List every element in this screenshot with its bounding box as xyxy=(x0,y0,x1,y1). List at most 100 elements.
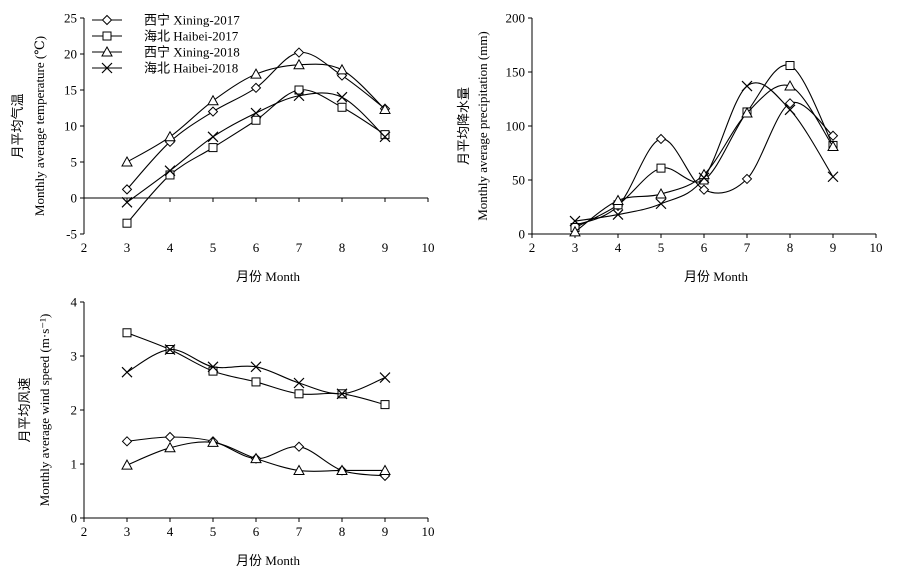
y-tick-label: -5 xyxy=(66,227,77,242)
data-point-square xyxy=(294,85,304,95)
data-point-triangle xyxy=(569,225,581,237)
x-tick-label: 2 xyxy=(529,240,536,255)
data-point-diamond xyxy=(784,98,796,109)
x-tick-label: 10 xyxy=(422,524,435,539)
data-point-diamond xyxy=(121,184,133,195)
x-tick-label: 5 xyxy=(658,240,665,255)
legend-entry-label: 西宁 Xining-2017 xyxy=(144,13,240,28)
data-point-triangle xyxy=(784,80,796,91)
legend-entry-label: 海北 Haibei-2017 xyxy=(144,29,239,44)
data-point-square xyxy=(785,61,795,71)
x-tick-label: 6 xyxy=(253,524,260,539)
data-point-diamond xyxy=(293,47,305,58)
series-diamond xyxy=(121,47,391,195)
data-point-x xyxy=(164,165,176,177)
x-axis-label: 月份 Month xyxy=(236,269,300,284)
data-point-square xyxy=(251,115,261,125)
y-tick-label: 0 xyxy=(71,191,78,206)
y-tick-label: 5 xyxy=(71,155,78,170)
data-point-diamond xyxy=(698,184,710,195)
y-tick-label: 3 xyxy=(71,349,78,364)
data-point-x xyxy=(612,209,624,220)
x-tick-label: 5 xyxy=(210,240,217,255)
y-axis-label-cn: 月平均降水量 xyxy=(456,87,471,165)
data-point-triangle xyxy=(827,140,839,152)
data-point-square xyxy=(208,143,218,153)
data-point-x xyxy=(784,104,796,116)
y-tick-label: 0 xyxy=(519,227,526,242)
series-x xyxy=(121,344,391,400)
data-point-x xyxy=(121,366,133,378)
series-square xyxy=(122,85,390,228)
x-tick-label: 8 xyxy=(787,240,794,255)
data-point-square xyxy=(380,130,390,140)
x-tick-label: 6 xyxy=(253,240,260,255)
data-point-triangle xyxy=(612,194,624,206)
data-point-x xyxy=(698,172,710,184)
data-point-triangle xyxy=(207,436,219,447)
x-tick-label: 9 xyxy=(382,524,389,539)
x-tick-label: 9 xyxy=(382,240,389,255)
data-point-x xyxy=(741,80,753,92)
data-point-triangle xyxy=(250,452,262,464)
data-point-triangle xyxy=(207,94,219,106)
x-tick-label: 3 xyxy=(124,524,131,539)
y-axis-label-en: Monthly average wind speed (m·s⁻¹) xyxy=(37,314,52,507)
data-point-x xyxy=(293,377,305,389)
x-tick-label: 4 xyxy=(167,240,174,255)
y-tick-label: 0 xyxy=(71,511,78,526)
data-point-square xyxy=(122,328,132,338)
data-point-x xyxy=(164,344,176,355)
data-point-triangle xyxy=(121,459,133,470)
x-tick-label: 5 xyxy=(210,524,217,539)
series-square xyxy=(570,61,838,233)
x-tick-label: 2 xyxy=(81,240,88,255)
y-tick-label: 1 xyxy=(71,457,78,472)
y-tick-label: 100 xyxy=(506,119,526,134)
x-tick-label: 7 xyxy=(744,240,751,255)
data-point-x xyxy=(655,198,667,210)
y-tick-label: 4 xyxy=(71,295,78,310)
x-tick-label: 3 xyxy=(572,240,579,255)
y-tick-label: 10 xyxy=(64,119,77,134)
data-point-triangle xyxy=(741,107,753,118)
data-point-x xyxy=(569,215,581,227)
data-point-x xyxy=(207,361,219,373)
x-tick-label: 7 xyxy=(296,524,303,539)
data-point-diamond xyxy=(164,431,176,443)
data-point-diamond xyxy=(207,106,219,117)
data-point-x xyxy=(336,388,348,400)
y-tick-label: 50 xyxy=(512,173,525,188)
data-point-triangle xyxy=(379,464,391,475)
data-point-diamond xyxy=(827,130,839,141)
series-x xyxy=(121,90,391,208)
data-point-x xyxy=(250,361,262,373)
data-point-triangle xyxy=(336,464,348,475)
data-point-square xyxy=(251,377,261,387)
data-point-square xyxy=(656,163,666,173)
legend-marker-x xyxy=(101,62,113,74)
x-axis-label: 月份 Month xyxy=(236,553,300,568)
y-tick-label: 20 xyxy=(64,47,77,62)
data-point-diamond xyxy=(741,173,753,185)
data-point-triangle xyxy=(250,68,262,79)
data-point-triangle xyxy=(164,130,176,142)
data-point-x xyxy=(336,91,348,103)
y-axis-label-en: Monthly average temperature (℃) xyxy=(32,36,47,216)
data-point-x xyxy=(827,171,839,183)
data-point-x xyxy=(379,372,391,384)
data-point-square xyxy=(294,389,304,399)
data-point-diamond xyxy=(250,82,262,94)
x-tick-label: 10 xyxy=(870,240,883,255)
series-triangle xyxy=(121,436,391,475)
data-point-triangle xyxy=(379,103,391,114)
data-point-square xyxy=(380,400,390,410)
x-tick-label: 6 xyxy=(701,240,708,255)
chart-panel-3: 2 3 4 5 6 7 8 9 10 0 1 2 3 4 月份 Month 月平均风速 Monthly aver… xyxy=(17,295,435,569)
x-tick-label: 3 xyxy=(124,240,131,255)
x-tick-label: 10 xyxy=(422,240,435,255)
data-point-triangle xyxy=(336,63,348,75)
x-tick-label: 8 xyxy=(339,240,346,255)
